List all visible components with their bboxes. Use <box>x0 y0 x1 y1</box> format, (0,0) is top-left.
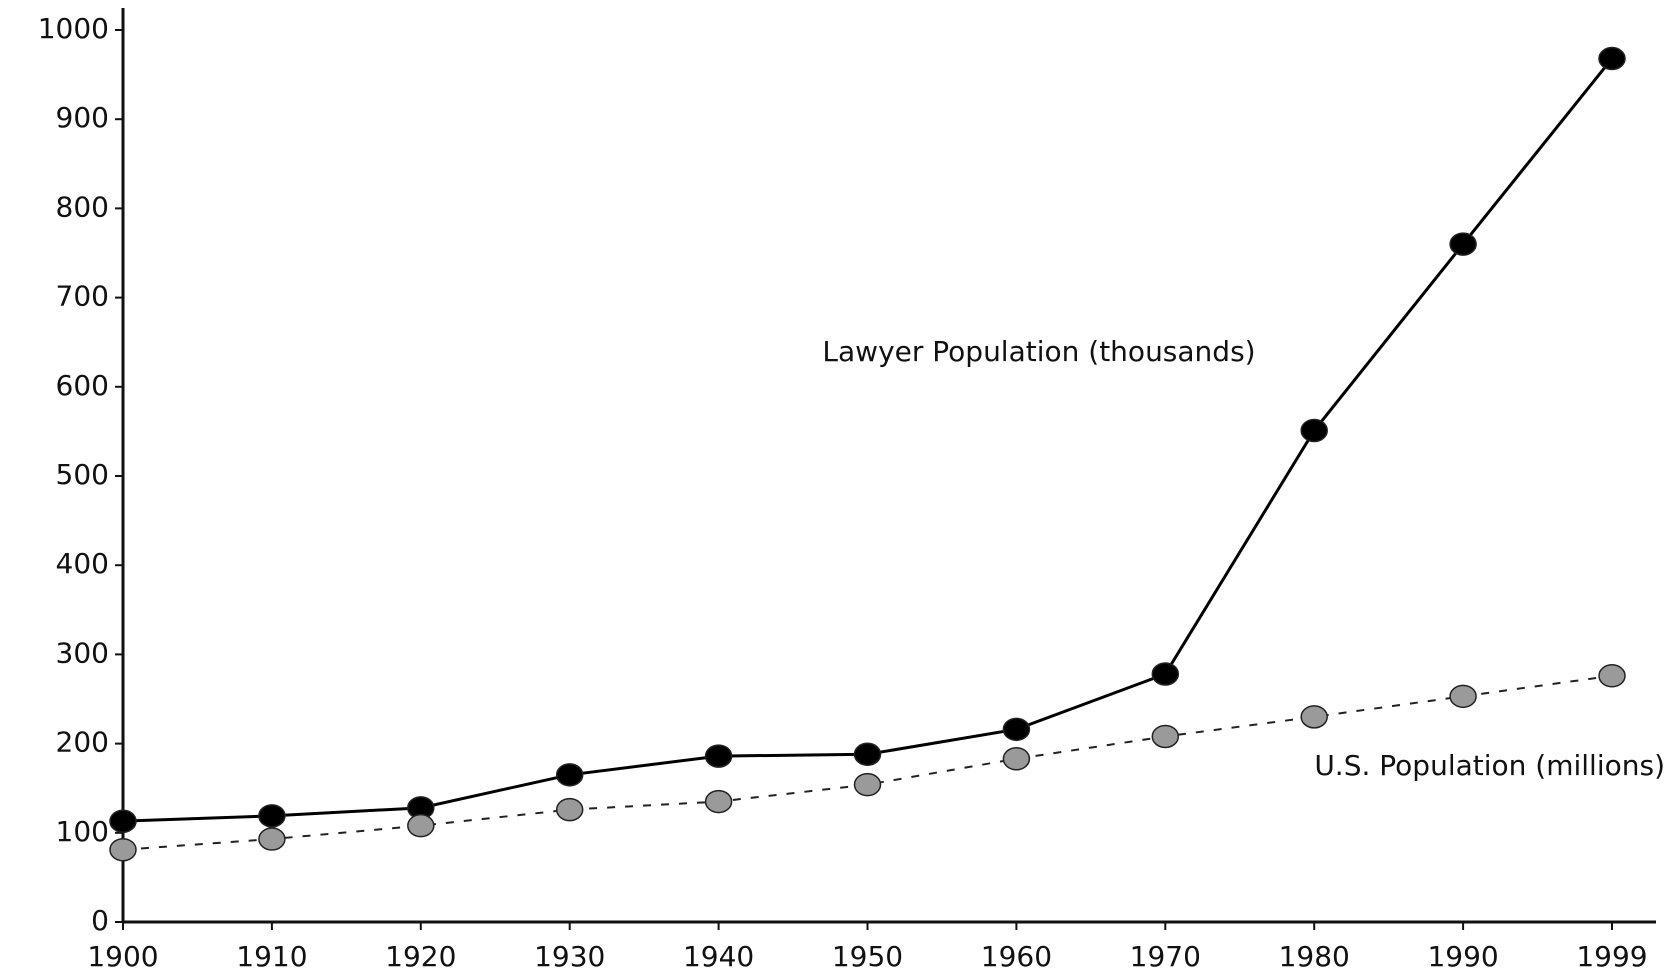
data-point <box>1598 664 1626 688</box>
data-point <box>109 809 137 833</box>
data-point <box>1598 46 1626 71</box>
x-tick-label: 1999 <box>1576 940 1647 973</box>
data-point <box>1002 717 1031 742</box>
data-point <box>407 813 435 838</box>
y-tick-label: 200 <box>56 726 109 759</box>
y-tick-label: 1000 <box>38 12 109 45</box>
data-point <box>853 772 882 797</box>
data-point <box>1449 684 1477 709</box>
y-tick-label: 800 <box>56 190 109 223</box>
data-point <box>1151 662 1180 686</box>
series-label: U.S. Population (millions) <box>1314 749 1665 782</box>
x-tick-label: 1930 <box>534 940 605 973</box>
y-tick-label: 0 <box>91 904 109 937</box>
x-tick-label: 1920 <box>385 940 456 973</box>
y-tick-label: 500 <box>56 458 109 491</box>
x-tick-label: 1950 <box>832 940 903 973</box>
series-line <box>122 674 1613 851</box>
series-label: Lawyer Population (thousands) <box>822 335 1255 368</box>
x-tick-label: 1900 <box>87 940 158 973</box>
y-tick-label: 100 <box>56 815 109 848</box>
y-tick-label: 600 <box>56 369 109 402</box>
x-tick-label: 1970 <box>1130 940 1201 973</box>
data-point <box>258 804 286 828</box>
x-tick-label: 1910 <box>236 940 307 973</box>
y-tick-label: 400 <box>56 547 109 580</box>
x-tick-label: 1960 <box>981 940 1052 973</box>
y-tick-label: 900 <box>56 101 109 134</box>
y-tick-label: 300 <box>56 636 109 669</box>
data-point <box>1300 418 1328 443</box>
data-point <box>555 797 584 822</box>
data-point <box>555 763 584 787</box>
data-point <box>1449 232 1477 256</box>
x-tick-label: 1990 <box>1427 940 1498 973</box>
data-point <box>109 837 137 862</box>
data-point <box>704 789 733 814</box>
data-point <box>1002 747 1031 771</box>
data-point <box>853 742 882 767</box>
data-point <box>1300 705 1328 729</box>
x-tick-label: 1980 <box>1279 940 1350 973</box>
x-tick-label: 1940 <box>683 940 754 973</box>
data-point <box>258 827 286 851</box>
y-tick-label: 700 <box>56 280 109 313</box>
data-point <box>704 744 733 768</box>
series-line <box>122 57 1614 823</box>
data-point <box>1151 724 1180 749</box>
